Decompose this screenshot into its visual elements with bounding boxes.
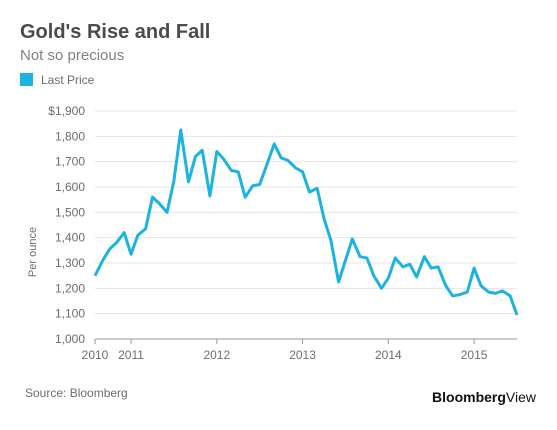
x-tick-label: 2012: [203, 348, 230, 362]
y-tick-label: 1,000: [55, 332, 85, 346]
legend-swatch: [20, 73, 33, 86]
x-tick-label: 2011: [118, 348, 144, 362]
chart-title: Gold's Rise and Fall: [20, 21, 210, 43]
y-tick-label: 1,500: [55, 205, 85, 219]
logo-bold: Bloomberg: [432, 389, 506, 405]
y-axis-label: Per ounce: [27, 227, 39, 277]
y-tick-label: 1,600: [55, 180, 85, 194]
y-tick-label: 1,300: [55, 256, 85, 270]
x-tick-label: 2010: [82, 348, 109, 362]
y-tick-label: 1,800: [55, 129, 85, 143]
y-tick-label: 1,400: [55, 231, 85, 245]
price-line: [93, 128, 519, 316]
source: Source: Bloomberg: [25, 386, 128, 400]
x-tick-label: 2015: [461, 348, 488, 362]
y-tick-label: $1,900: [48, 104, 85, 118]
legend-label: Last Price: [41, 73, 95, 87]
x-tick-label: 2013: [289, 348, 316, 362]
logo-light: View: [506, 389, 537, 405]
y-tick-label: 1,700: [55, 155, 85, 169]
y-tick-label: 1,100: [55, 307, 85, 321]
chart-subtitle: Not so precious: [20, 47, 124, 64]
logo: BloombergView: [432, 389, 537, 405]
x-tick-label: 2014: [375, 348, 402, 362]
y-tick-label: 1,200: [55, 281, 85, 295]
